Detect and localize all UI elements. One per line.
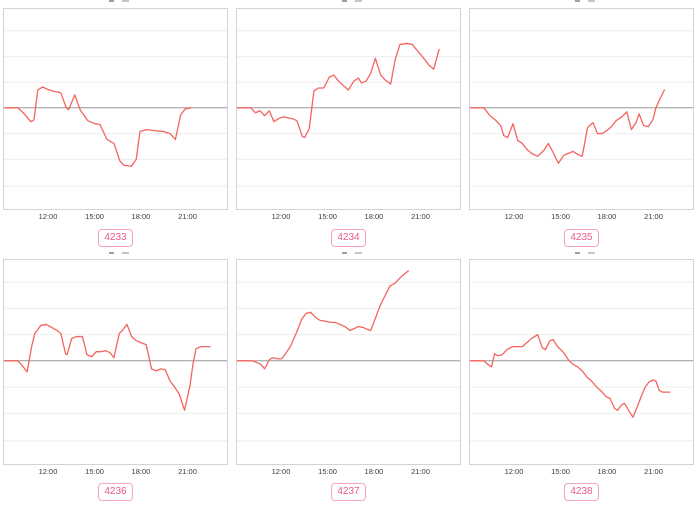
x-tick-label: 12:00	[38, 467, 58, 476]
x-tick-label: 18:00	[597, 467, 617, 476]
x-tick-label: 15:00	[318, 212, 337, 221]
series-line	[470, 90, 664, 163]
clipped-title-fragment	[469, 246, 694, 259]
x-tick-label: 12:00	[504, 212, 524, 221]
x-tick-label: 12:00	[271, 212, 291, 221]
x-tick-label: 15:00	[551, 212, 570, 221]
chart-cell-4237: 12:00 15:00 18:00 21:00 4237	[236, 246, 461, 501]
clipped-title-fragment	[469, 0, 694, 8]
x-tick-label: 15:00	[85, 467, 104, 476]
badge-row: 4234	[236, 223, 461, 247]
chart-cell-4235: 12:00 15:00 18:00 21:00 4235	[469, 0, 694, 247]
series-line	[4, 324, 210, 410]
chart-plot-area	[236, 259, 461, 465]
line-chart-svg	[470, 9, 693, 209]
x-tick-label: 21:00	[644, 212, 663, 221]
x-tick-label: 21:00	[644, 467, 663, 476]
series-line	[470, 335, 670, 418]
line-chart-svg	[470, 260, 693, 464]
clipped-title-fragment	[3, 246, 228, 259]
x-tick-label: 18:00	[131, 467, 151, 476]
series-line	[237, 43, 439, 137]
x-tick-label: 18:00	[597, 212, 617, 221]
chart-id-badge[interactable]: 4236	[98, 483, 133, 501]
clipped-title-fragment	[236, 246, 461, 259]
chart-cell-4238: 12:00 15:00 18:00 21:00 4238	[469, 246, 694, 501]
chart-plot-area	[3, 8, 228, 210]
x-tick-label: 21:00	[178, 212, 197, 221]
chart-plot-area	[469, 8, 694, 210]
x-axis-labels: 12:00 15:00 18:00 21:00	[469, 465, 694, 478]
line-chart-svg	[237, 9, 460, 209]
badge-row: 4238	[469, 478, 694, 501]
chart-id-badge[interactable]: 4238	[564, 483, 599, 501]
x-tick-label: 18:00	[364, 212, 384, 221]
chart-id-badge[interactable]: 4237	[331, 483, 366, 501]
chart-plot-area	[3, 259, 228, 465]
badge-row: 4235	[469, 223, 694, 247]
x-tick-label: 15:00	[318, 467, 337, 476]
x-tick-label: 18:00	[131, 212, 151, 221]
chart-id-badge[interactable]: 4234	[331, 229, 366, 247]
x-axis-labels: 12:00 15:00 18:00 21:00	[3, 465, 228, 478]
x-tick-label: 12:00	[504, 467, 524, 476]
x-tick-label: 15:00	[85, 212, 104, 221]
x-tick-label: 21:00	[411, 212, 430, 221]
chart-plot-area	[236, 8, 461, 210]
x-tick-label: 21:00	[411, 467, 430, 476]
chart-cell-4233: 12:00 15:00 18:00 21:00 4233	[3, 0, 228, 247]
x-tick-label: 21:00	[178, 467, 197, 476]
clipped-title-fragment	[236, 0, 461, 8]
series-line	[237, 271, 408, 369]
chart-cell-4234: 12:00 15:00 18:00 21:00 4234	[236, 0, 461, 247]
x-axis-labels: 12:00 15:00 18:00 21:00	[3, 210, 228, 223]
chart-id-badge[interactable]: 4233	[98, 229, 133, 247]
x-tick-label: 18:00	[364, 467, 384, 476]
x-axis-labels: 12:00 15:00 18:00 21:00	[469, 210, 694, 223]
badge-row: 4237	[236, 478, 461, 501]
chart-cell-4236: 12:00 15:00 18:00 21:00 4236	[3, 246, 228, 501]
clipped-title-fragment	[3, 0, 228, 8]
line-chart-svg	[237, 260, 460, 464]
x-tick-label: 12:00	[38, 212, 58, 221]
x-axis-labels: 12:00 15:00 18:00 21:00	[236, 465, 461, 478]
badge-row: 4233	[3, 223, 228, 247]
x-axis-labels: 12:00 15:00 18:00 21:00	[236, 210, 461, 223]
x-tick-label: 12:00	[271, 467, 291, 476]
series-line	[4, 87, 191, 166]
chart-plot-area	[469, 259, 694, 465]
x-tick-label: 15:00	[551, 467, 570, 476]
chart-id-badge[interactable]: 4235	[564, 229, 599, 247]
badge-row: 4236	[3, 478, 228, 501]
line-chart-svg	[4, 260, 227, 464]
line-chart-svg	[4, 9, 227, 209]
